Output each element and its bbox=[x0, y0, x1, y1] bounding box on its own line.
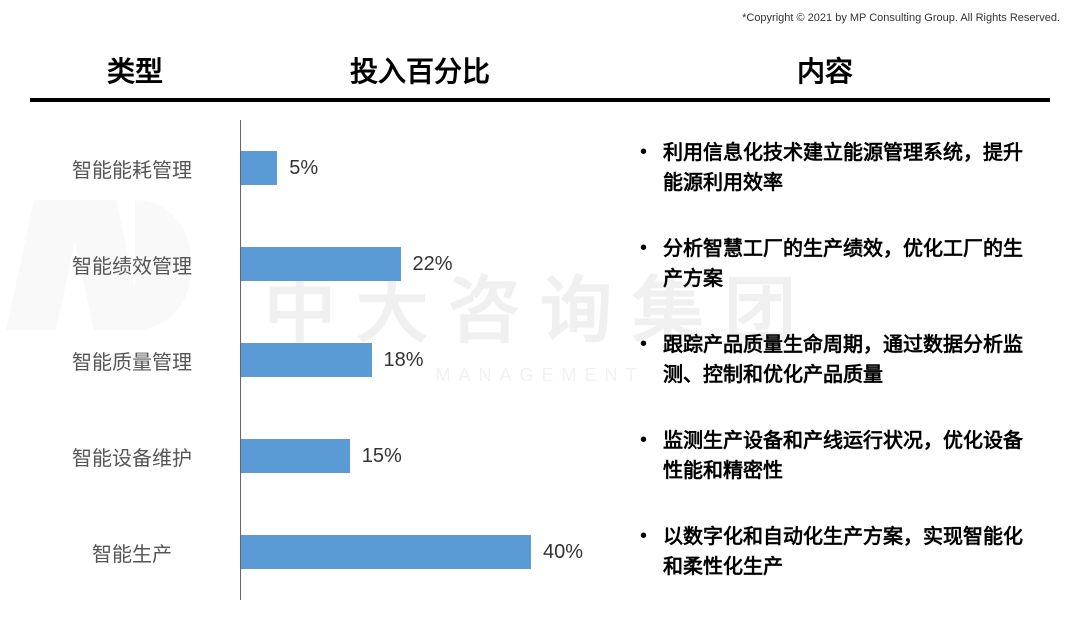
bar-value-label: 40% bbox=[543, 541, 583, 564]
header-percent: 投入百分比 bbox=[240, 50, 600, 90]
bar-cell: 18% bbox=[240, 312, 600, 408]
bar bbox=[241, 439, 350, 473]
category-label: 智能能耗管理 bbox=[30, 154, 240, 183]
description-cell: • 监测生产设备和产线运行状况，优化设备性能和精密性 bbox=[600, 426, 1050, 486]
header-content: 内容 bbox=[600, 50, 1050, 90]
category-label: 智能质量管理 bbox=[30, 346, 240, 375]
bar bbox=[241, 151, 277, 185]
bar-value-label: 5% bbox=[289, 157, 318, 180]
description-text: 以数字化和自动化生产方案，实现智能化和柔性化生产 bbox=[663, 522, 1040, 582]
description-text: 跟踪产品质量生命周期，通过数据分析监测、控制和优化产品质量 bbox=[663, 330, 1040, 390]
table-row: 智能绩效管理 22% • 分析智慧工厂的生产绩效，优化工厂的生产方案 bbox=[30, 216, 1050, 312]
category-label: 智能生产 bbox=[30, 538, 240, 567]
bar-value-label: 15% bbox=[362, 445, 402, 468]
table-row: 智能质量管理 18% • 跟踪产品质量生命周期，通过数据分析监测、控制和优化产品质量 bbox=[30, 312, 1050, 408]
bar-cell: 15% bbox=[240, 408, 600, 504]
table-header-row: 类型 投入百分比 内容 bbox=[30, 50, 1050, 102]
description-text: 分析智慧工厂的生产绩效，优化工厂的生产方案 bbox=[663, 234, 1040, 294]
bar bbox=[241, 535, 531, 569]
bullet-icon: • bbox=[640, 234, 647, 262]
bar-value-label: 18% bbox=[384, 349, 424, 372]
bar-cell: 5% bbox=[240, 120, 600, 216]
description-text: 监测生产设备和产线运行状况，优化设备性能和精密性 bbox=[663, 426, 1040, 486]
table-row: 智能能耗管理 5% • 利用信息化技术建立能源管理系统，提升能源利用效率 bbox=[30, 120, 1050, 216]
bar bbox=[241, 247, 401, 281]
bullet-icon: • bbox=[640, 426, 647, 454]
bar-cell: 40% bbox=[240, 504, 600, 600]
rows-group: 智能能耗管理 5% • 利用信息化技术建立能源管理系统，提升能源利用效率智能绩效管理 2… bbox=[30, 120, 1050, 600]
bar bbox=[241, 343, 372, 377]
description-cell: • 利用信息化技术建立能源管理系统，提升能源利用效率 bbox=[600, 138, 1050, 198]
bar-cell: 22% bbox=[240, 216, 600, 312]
description-text: 利用信息化技术建立能源管理系统，提升能源利用效率 bbox=[663, 138, 1040, 198]
description-cell: • 分析智慧工厂的生产绩效，优化工厂的生产方案 bbox=[600, 234, 1050, 294]
table-row: 智能设备维护 15% • 监测生产设备和产线运行状况，优化设备性能和精密性 bbox=[30, 408, 1050, 504]
table-row: 智能生产 40% • 以数字化和自动化生产方案，实现智能化和柔性化生产 bbox=[30, 504, 1050, 600]
bullet-icon: • bbox=[640, 522, 647, 550]
bullet-icon: • bbox=[640, 330, 647, 358]
header-type: 类型 bbox=[30, 50, 240, 90]
description-cell: • 以数字化和自动化生产方案，实现智能化和柔性化生产 bbox=[600, 522, 1050, 582]
description-cell: • 跟踪产品质量生命周期，通过数据分析监测、控制和优化产品质量 bbox=[600, 330, 1050, 390]
chart-container: 类型 投入百分比 内容 智能能耗管理 5% • 利用信息化技术建立能源管理系统，提升能… bbox=[0, 0, 1080, 630]
bar-value-label: 22% bbox=[413, 253, 453, 276]
category-label: 智能绩效管理 bbox=[30, 250, 240, 279]
bullet-icon: • bbox=[640, 138, 647, 166]
category-label: 智能设备维护 bbox=[30, 442, 240, 471]
